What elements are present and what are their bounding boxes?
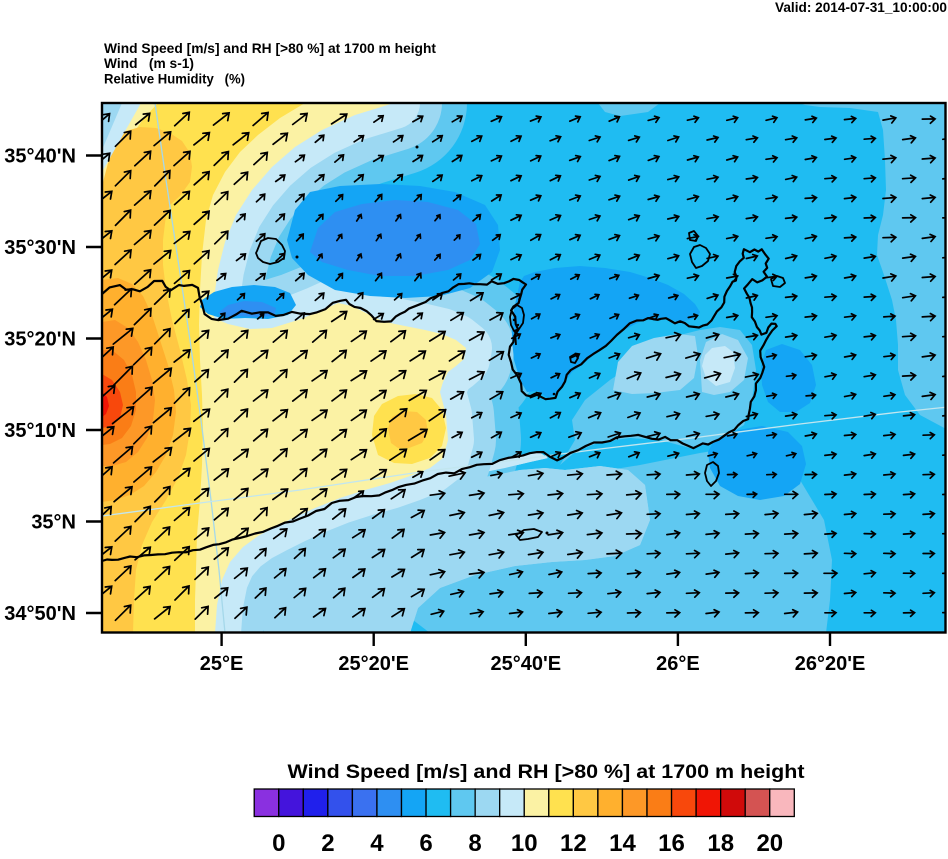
svg-text:35°40'N: 35°40'N	[4, 146, 76, 168]
svg-text:34°50'N: 34°50'N	[4, 603, 76, 625]
svg-text:25°E: 25°E	[200, 653, 244, 675]
svg-text:6: 6	[419, 830, 432, 854]
svg-text:20: 20	[756, 830, 783, 854]
svg-text:35°N: 35°N	[31, 512, 76, 534]
svg-text:Valid: 2014-07-31_10:00:00: Valid: 2014-07-31_10:00:00	[775, 0, 947, 15]
svg-text:35°20'N: 35°20'N	[4, 329, 76, 351]
svg-text:Wind (m s-1): Wind (m s-1)	[104, 55, 194, 71]
svg-text:26°E: 26°E	[656, 653, 700, 675]
svg-text:Wind Speed [m/s] and RH [>80 %: Wind Speed [m/s] and RH [>80 %] at 1700 …	[104, 40, 436, 56]
svg-text:4: 4	[370, 830, 384, 854]
svg-text:25°20'E: 25°20'E	[338, 653, 409, 675]
svg-text:12: 12	[560, 830, 587, 854]
svg-text:Wind Speed [m/s] and RH [>80 %: Wind Speed [m/s] and RH [>80 %] at 1700 …	[288, 762, 806, 783]
svg-text:18: 18	[707, 830, 734, 854]
svg-text:35°10'N: 35°10'N	[4, 420, 76, 442]
svg-text:2: 2	[321, 830, 334, 854]
svg-text:35°30'N: 35°30'N	[4, 237, 76, 259]
svg-text:16: 16	[658, 830, 685, 854]
svg-text:8: 8	[468, 830, 481, 854]
svg-text:10: 10	[511, 830, 538, 854]
svg-text:25°40'E: 25°40'E	[491, 653, 562, 675]
svg-text:14: 14	[609, 830, 636, 854]
svg-text:26°20'E: 26°20'E	[795, 653, 866, 675]
svg-text:0: 0	[272, 830, 285, 854]
svg-text:Relative Humidity (%): Relative Humidity (%)	[104, 71, 245, 87]
